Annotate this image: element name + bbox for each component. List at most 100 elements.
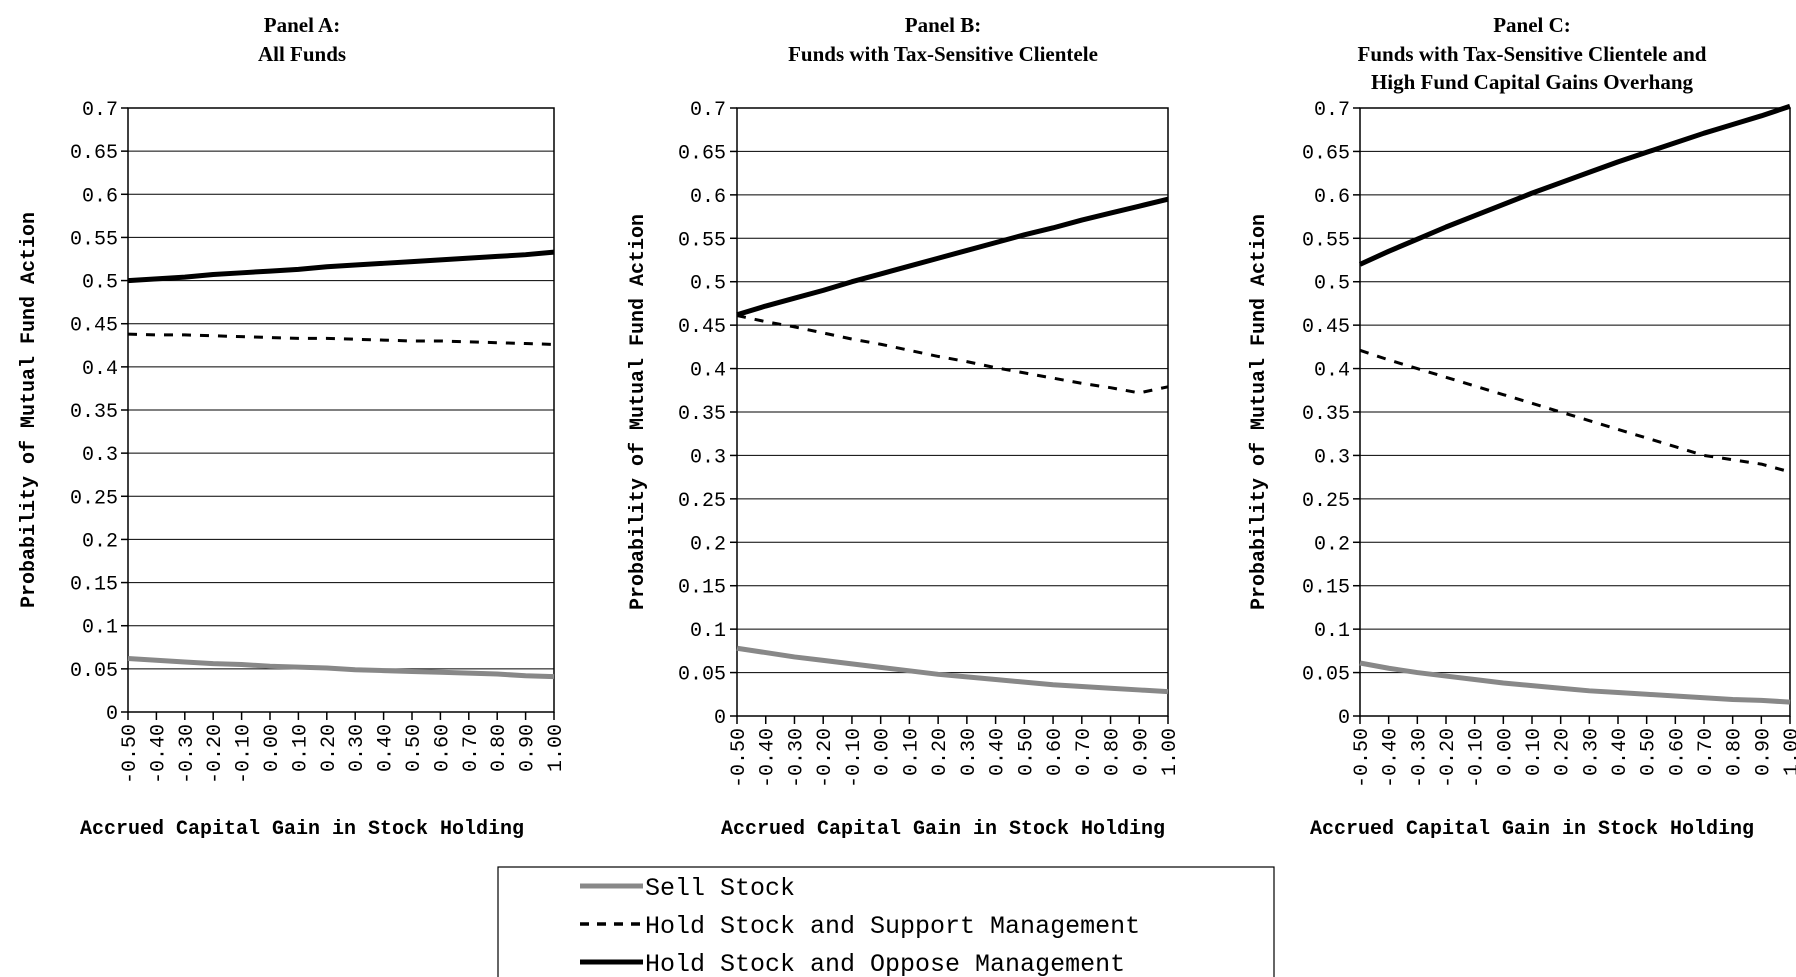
- x-tick-label: 1.00: [1159, 728, 1182, 776]
- x-tick-label: 0.00: [1494, 728, 1517, 776]
- y-axis-label: Probability of Mutual Fund Action: [18, 212, 41, 608]
- x-tick-label: 0.00: [261, 724, 284, 772]
- x-tick-label: -0.50: [728, 728, 751, 788]
- x-tick-label: 0.50: [403, 724, 426, 772]
- x-axis-label: Accrued Capital Gain in Stock Holding: [721, 818, 1165, 841]
- y-tick-label: 0.05: [678, 664, 726, 687]
- x-tick-label: 0.40: [987, 728, 1010, 776]
- y-tick-label: 0.2: [82, 530, 118, 553]
- x-tick-label: -0.40: [1380, 728, 1403, 788]
- x-tick-label: -0.10: [1466, 728, 1489, 788]
- series-line-sell-stock: [736, 645, 1169, 695]
- y-tick-label: 0.65: [678, 142, 726, 165]
- y-tick-label: 0.55: [70, 228, 118, 251]
- y-tick-label: 0.15: [1302, 577, 1350, 600]
- x-tick-label: -0.50: [119, 724, 142, 784]
- y-tick-label: 0.65: [70, 142, 118, 165]
- x-tick-label: 0.90: [1130, 728, 1153, 776]
- legend: Sell Stock Hold Stock and Support Managem…: [497, 866, 1275, 977]
- x-tick-label: 0.80: [1724, 728, 1747, 776]
- y-tick-label: 0.45: [1302, 316, 1350, 339]
- plot-area: [1359, 107, 1791, 717]
- x-tick-label: 0.40: [375, 724, 398, 772]
- x-tick-label: -0.20: [1437, 728, 1460, 788]
- y-tick-label: 0.05: [1302, 664, 1350, 687]
- y-tick-label: 0: [106, 703, 118, 726]
- series-line-hold-stock-and-support-management: [127, 332, 555, 346]
- panel-title: Panel B:: [905, 13, 981, 37]
- y-tick-label: 0.1: [690, 620, 726, 643]
- x-tick-label: -0.40: [147, 724, 170, 784]
- y-tick-label: 0.5: [690, 273, 726, 296]
- y-tick-label: 0.6: [690, 186, 726, 209]
- x-tick-label: 1.00: [545, 724, 568, 772]
- y-tick-label: 0.25: [1302, 490, 1350, 513]
- series-line-hold-stock-and-oppose-management: [127, 249, 555, 284]
- y-tick-label: 0.2: [1314, 533, 1350, 556]
- x-tick-label: 0.10: [289, 724, 312, 772]
- y-tick-label: 0.5: [82, 272, 118, 295]
- y-tick-label: 0.1: [82, 617, 118, 640]
- y-tick-label: 0.35: [1302, 403, 1350, 426]
- x-tick-label: 0.50: [1638, 728, 1661, 776]
- panel-a: Panel A:All Funds00.050.10.150.20.250.30…: [18, 13, 568, 841]
- y-tick-label: 0.7: [1314, 99, 1350, 122]
- y-tick-label: 0.3: [82, 444, 118, 467]
- x-tick-label: -0.50: [1351, 728, 1374, 788]
- x-axis-label: Accrued Capital Gain in Stock Holding: [80, 818, 524, 841]
- y-tick-label: 0: [714, 707, 726, 730]
- x-tick-label: 0.40: [1609, 728, 1632, 776]
- y-tick-label: 0.4: [1314, 360, 1350, 383]
- x-tick-label: 0.10: [1523, 728, 1546, 776]
- legend-label: Hold Stock and Support Management: [645, 912, 1140, 941]
- y-axis-label: Probability of Mutual Fund Action: [1248, 214, 1271, 610]
- series-line-hold-stock-and-support-management: [736, 314, 1169, 395]
- panel-subtitle-line-2: High Fund Capital Gains Overhang: [1371, 70, 1694, 94]
- x-tick-label: 0.30: [1580, 728, 1603, 776]
- y-tick-label: 0.7: [690, 99, 726, 122]
- y-tick-label: 0.4: [82, 358, 118, 381]
- x-tick-label: -0.40: [757, 728, 780, 788]
- y-tick-label: 0.6: [82, 185, 118, 208]
- x-tick-label: 0.10: [900, 728, 923, 776]
- y-tick-label: 0.3: [690, 446, 726, 469]
- y-tick-label: 0.6: [1314, 186, 1350, 209]
- x-tick-label: 0.90: [517, 724, 540, 772]
- x-tick-label: 0.20: [929, 728, 952, 776]
- x-axis-label: Accrued Capital Gain in Stock Holding: [1310, 818, 1754, 841]
- y-tick-label: 0.55: [1302, 229, 1350, 252]
- x-tick-label: 0.80: [1102, 728, 1125, 776]
- x-tick-label: 0.80: [488, 724, 511, 772]
- x-tick-label: 0.60: [1044, 728, 1067, 776]
- x-tick-label: -0.20: [814, 728, 837, 788]
- x-tick-label: -0.10: [233, 724, 256, 784]
- y-tick-label: 0.65: [1302, 142, 1350, 165]
- x-tick-label: 0.30: [346, 724, 369, 772]
- y-tick-label: 0.5: [1314, 273, 1350, 296]
- x-tick-label: -0.30: [785, 728, 808, 788]
- y-axis-label: Probability of Mutual Fund Action: [627, 214, 650, 610]
- x-tick-label: -0.30: [1408, 728, 1431, 788]
- y-tick-label: 0.05: [70, 660, 118, 683]
- x-tick-label: -0.20: [204, 724, 227, 784]
- x-tick-label: 0.70: [460, 724, 483, 772]
- x-tick-label: 1.00: [1781, 728, 1796, 776]
- panel-title: Panel C:: [1493, 13, 1571, 37]
- series-line-hold-stock-and-support-management: [1359, 348, 1791, 474]
- panel-title: Panel A:: [264, 13, 340, 37]
- panel-subtitle: Funds with Tax-Sensitive Clientele: [788, 42, 1098, 66]
- y-tick-label: 0.2: [690, 533, 726, 556]
- x-tick-label: 0.20: [318, 724, 341, 772]
- series-line-sell-stock: [1359, 660, 1791, 705]
- y-tick-label: 0.4: [690, 360, 726, 383]
- x-tick-label: 0.60: [431, 724, 454, 772]
- panel-c: Panel C: Funds with Tax-Sensitive Cliente…: [1248, 13, 1796, 841]
- y-tick-label: 0.25: [70, 487, 118, 510]
- plot-area: [736, 107, 1169, 717]
- x-tick-label: 0.60: [1666, 728, 1689, 776]
- y-tick-label: 0: [1338, 707, 1350, 730]
- x-tick-label: 0.30: [958, 728, 981, 776]
- panel-subtitle: All Funds: [258, 42, 346, 66]
- y-tick-label: 0.3: [1314, 446, 1350, 469]
